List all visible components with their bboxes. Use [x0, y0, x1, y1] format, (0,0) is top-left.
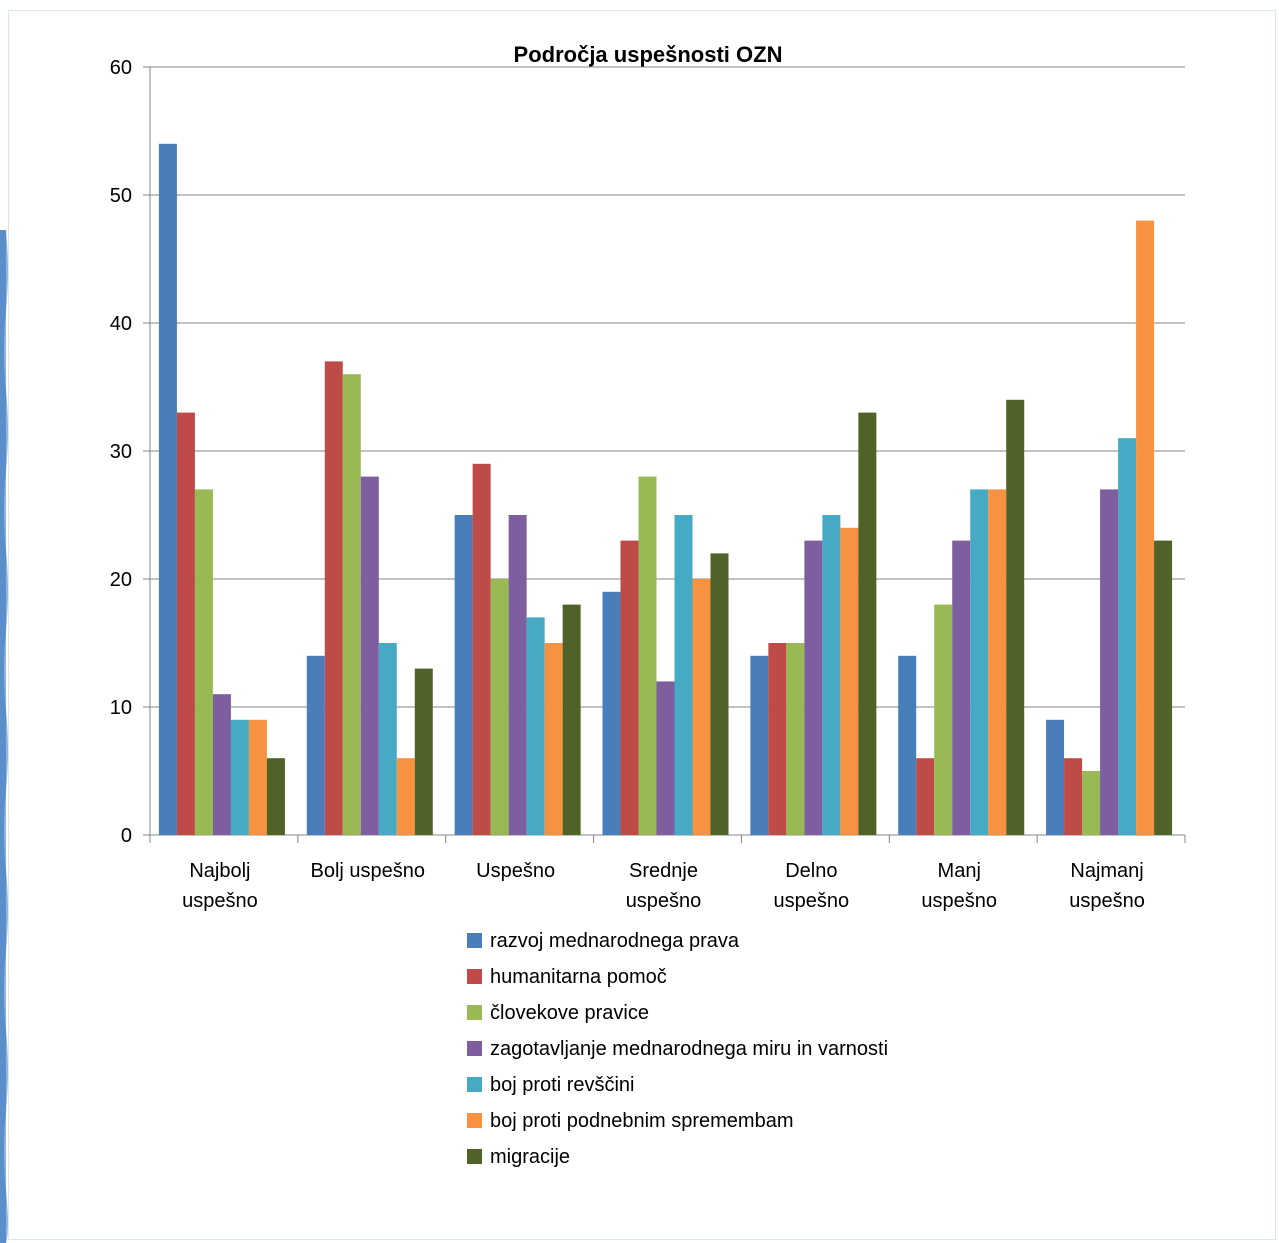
bar [454, 515, 473, 835]
y-tick-label: 60 [110, 57, 132, 79]
x-category-label: Najmanj [1070, 860, 1143, 882]
legend-label: boj proti podnebnim spremembam [490, 1110, 794, 1132]
bar [414, 668, 433, 835]
bars [158, 143, 1173, 836]
bar [750, 655, 769, 835]
x-category-label: Manj [938, 860, 981, 882]
y-axis-tick-labels: 0 10 20 30 40 50 60 [110, 57, 132, 847]
bar [1082, 771, 1101, 835]
x-category-label: uspešno [626, 890, 702, 912]
x-category-label: uspešno [921, 890, 997, 912]
bar [266, 758, 285, 835]
bar [248, 719, 267, 835]
gridlines [150, 66, 1185, 708]
x-category-label: uspešno [1069, 890, 1145, 912]
legend-swatch [467, 969, 482, 984]
bar [1046, 719, 1065, 835]
bar [176, 412, 195, 835]
chart-title: Področja uspešnosti OZN [514, 42, 783, 67]
bar [786, 643, 805, 835]
bar [324, 361, 343, 835]
y-tick-label: 0 [121, 825, 132, 847]
bar [952, 540, 971, 835]
bar [804, 540, 823, 835]
bar [1154, 540, 1173, 835]
bar [1006, 399, 1025, 835]
legend-swatch [467, 1149, 482, 1164]
bar [710, 553, 729, 835]
bar [544, 643, 563, 835]
bar [508, 515, 527, 835]
x-axis-category-labels: Najbolj uspešno Bolj uspešno Uspešno Srednje… [182, 860, 1145, 912]
bar [230, 719, 249, 835]
left-edge-decoration [0, 230, 8, 1243]
y-tick-label: 30 [110, 441, 132, 463]
bar [674, 515, 693, 835]
bar [562, 604, 581, 835]
bar [656, 681, 675, 835]
bar [970, 489, 989, 835]
legend-swatch [467, 1041, 482, 1056]
x-category-label: Delno [785, 860, 837, 882]
bar [988, 489, 1007, 835]
bar [212, 694, 231, 835]
legend-swatch [467, 1005, 482, 1020]
bar [934, 604, 953, 835]
bar [378, 643, 397, 835]
legend-swatch [467, 933, 482, 948]
x-category-label: uspešno [774, 890, 850, 912]
bar [194, 489, 213, 835]
x-category-label: Bolj uspešno [311, 860, 426, 882]
bar [490, 579, 509, 835]
bar [396, 758, 415, 835]
x-category-label: uspešno [182, 890, 258, 912]
bar [1064, 758, 1083, 835]
legend-label: zagotavljanje mednarodnega miru in varno… [490, 1038, 888, 1060]
bar [526, 617, 545, 835]
y-tick-label: 50 [110, 185, 132, 207]
legend-label: boj proti revščini [490, 1074, 635, 1096]
legend-label: človekove pravice [490, 1002, 649, 1024]
bar [1100, 489, 1119, 835]
bar [602, 591, 621, 835]
y-tick-label: 10 [110, 697, 132, 719]
bar [916, 758, 935, 835]
bar [158, 143, 177, 836]
y-tick-label: 40 [110, 313, 132, 335]
bar [306, 655, 325, 835]
legend-label: migracije [490, 1146, 570, 1168]
bar [620, 540, 639, 835]
legend-label: razvoj mednarodnega prava [490, 930, 740, 952]
bar [858, 412, 877, 835]
bar [822, 515, 841, 835]
bar [472, 463, 491, 835]
bar [898, 655, 917, 835]
legend-swatch [467, 1077, 482, 1092]
bar [692, 579, 711, 835]
bar [360, 476, 379, 835]
x-category-label: Srednje [629, 860, 698, 882]
bar [768, 643, 787, 835]
bar [840, 527, 859, 835]
x-category-label: Uspešno [476, 860, 555, 882]
legend: razvoj mednarodnega prava humanitarna pom… [467, 930, 888, 1168]
bar [638, 476, 657, 835]
legend-swatch [467, 1113, 482, 1128]
bar [342, 374, 361, 835]
bar [1118, 438, 1137, 835]
y-tick-label: 20 [110, 569, 132, 591]
bar [1136, 220, 1155, 836]
x-category-label: Najbolj [189, 860, 250, 882]
legend-label: humanitarna pomoč [490, 966, 667, 988]
